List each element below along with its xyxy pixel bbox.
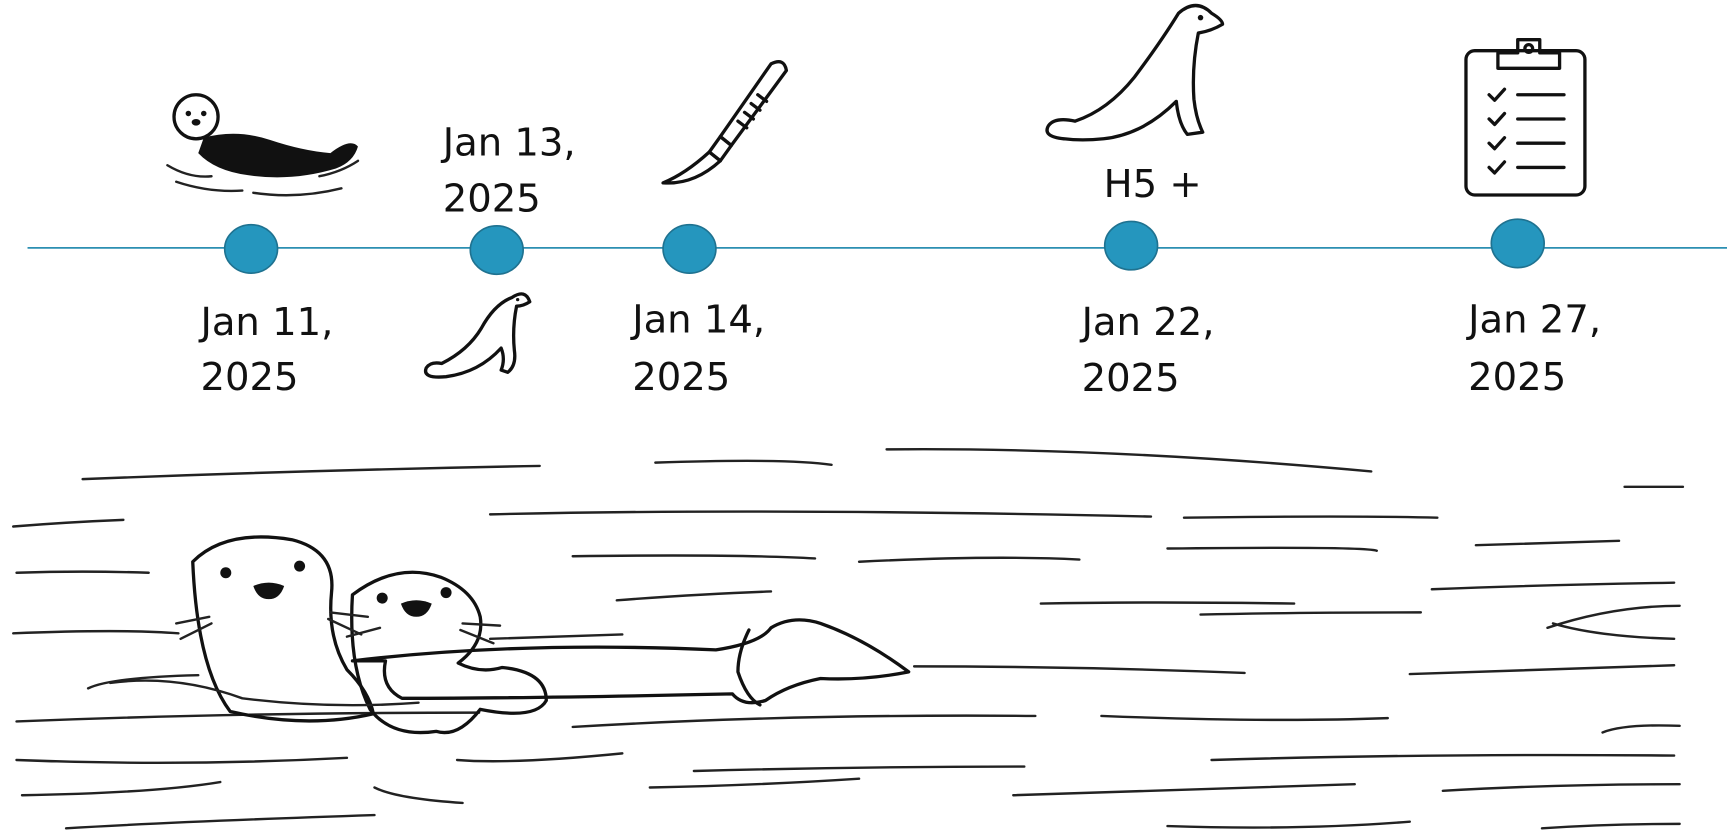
event-date: Jan 11, [198, 300, 333, 345]
clipboard-icon [1466, 40, 1585, 195]
event-dot [663, 225, 716, 273]
event-date: Jan 22, [1080, 300, 1215, 345]
scalpel-icon [663, 62, 786, 183]
event-date: 2025 [632, 355, 730, 400]
timeline-dots [225, 219, 1544, 274]
event-dot [470, 226, 523, 274]
event-date: 2025 [443, 176, 541, 221]
timeline-slide: Jan 11, 2025 Jan 13, 2025 Jan 14, 2025 J… [0, 0, 1727, 836]
event-date: Jan 14, [630, 298, 765, 343]
event-dot [1491, 219, 1544, 267]
event-date: 2025 [200, 355, 298, 400]
event-date: Jan 13, [441, 120, 576, 165]
seal-icon [426, 294, 530, 377]
event-note: H5 + [1104, 162, 1202, 207]
event-date: 2025 [1468, 355, 1566, 400]
otter-illustration [13, 449, 1683, 828]
otter-icon [167, 95, 358, 196]
event-dot [1105, 221, 1158, 269]
event-date: Jan 27, [1466, 298, 1601, 343]
seal-icon [1047, 6, 1223, 140]
page: Jan 11, 2025 Jan 13, 2025 Jan 14, 2025 J… [0, 0, 1727, 836]
event-date: 2025 [1082, 356, 1180, 401]
event-dot [225, 225, 278, 273]
